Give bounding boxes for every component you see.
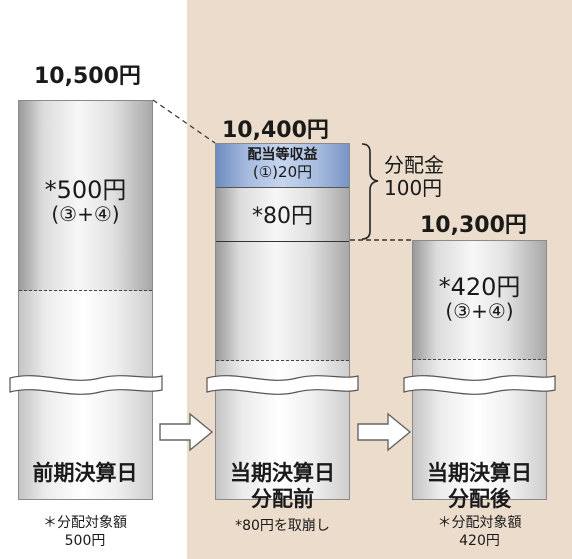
before-date-label: 当期決算日 bbox=[230, 461, 335, 485]
after-inner-amount: *420円 bbox=[438, 273, 521, 301]
arrow-before-to-after bbox=[357, 412, 412, 452]
axis-break-after bbox=[403, 375, 556, 395]
prev-note-line2: 500円 bbox=[64, 533, 106, 549]
prev-divider bbox=[19, 290, 152, 291]
dividend-income-label: 配当等収益 bbox=[247, 147, 318, 163]
after-stage-label: 分配後 bbox=[448, 487, 511, 511]
prev-lower-band bbox=[19, 291, 152, 499]
dividend-income-amount: (①)20円 bbox=[252, 163, 313, 181]
prev-note-line1: ＊分配対象額 bbox=[43, 515, 127, 531]
prev-price-label: 10,500円 bbox=[34, 64, 141, 89]
before-note: *80円を取崩し bbox=[235, 518, 330, 534]
axis-break-before bbox=[206, 375, 359, 395]
before-distribution-line bbox=[216, 241, 349, 242]
distribution-amount: 100円 bbox=[384, 176, 443, 200]
after-date-label: 当期決算日 bbox=[427, 461, 532, 485]
prev-date-label: 前期決算日 bbox=[32, 461, 138, 485]
prev-nav-cylinder bbox=[18, 100, 153, 500]
distribution-brace bbox=[361, 143, 379, 240]
after-divider bbox=[413, 359, 546, 360]
before-divider bbox=[216, 360, 349, 361]
before-stage-label: 分配前 bbox=[251, 487, 314, 511]
axis-break-prev bbox=[9, 375, 163, 395]
distribution-label: 分配金 bbox=[384, 153, 444, 177]
before-price-label: 10,400円 bbox=[222, 118, 329, 143]
arrow-prev-to-before bbox=[159, 412, 214, 452]
before-nav-cylinder bbox=[215, 143, 350, 500]
before-inner-amount: *80円 bbox=[252, 204, 313, 229]
prev-inner-formula: (③+④) bbox=[51, 202, 120, 226]
after-price-label: 10,300円 bbox=[420, 213, 527, 238]
after-inner-formula: (③+④) bbox=[445, 299, 514, 323]
prev-inner-amount: *500円 bbox=[44, 176, 127, 204]
after-note-line2: 420円 bbox=[459, 533, 500, 549]
prev-to-before-connector bbox=[152, 99, 216, 144]
dividend-income-block bbox=[216, 144, 349, 188]
after-note-line1: ＊分配対象額 bbox=[437, 515, 522, 531]
